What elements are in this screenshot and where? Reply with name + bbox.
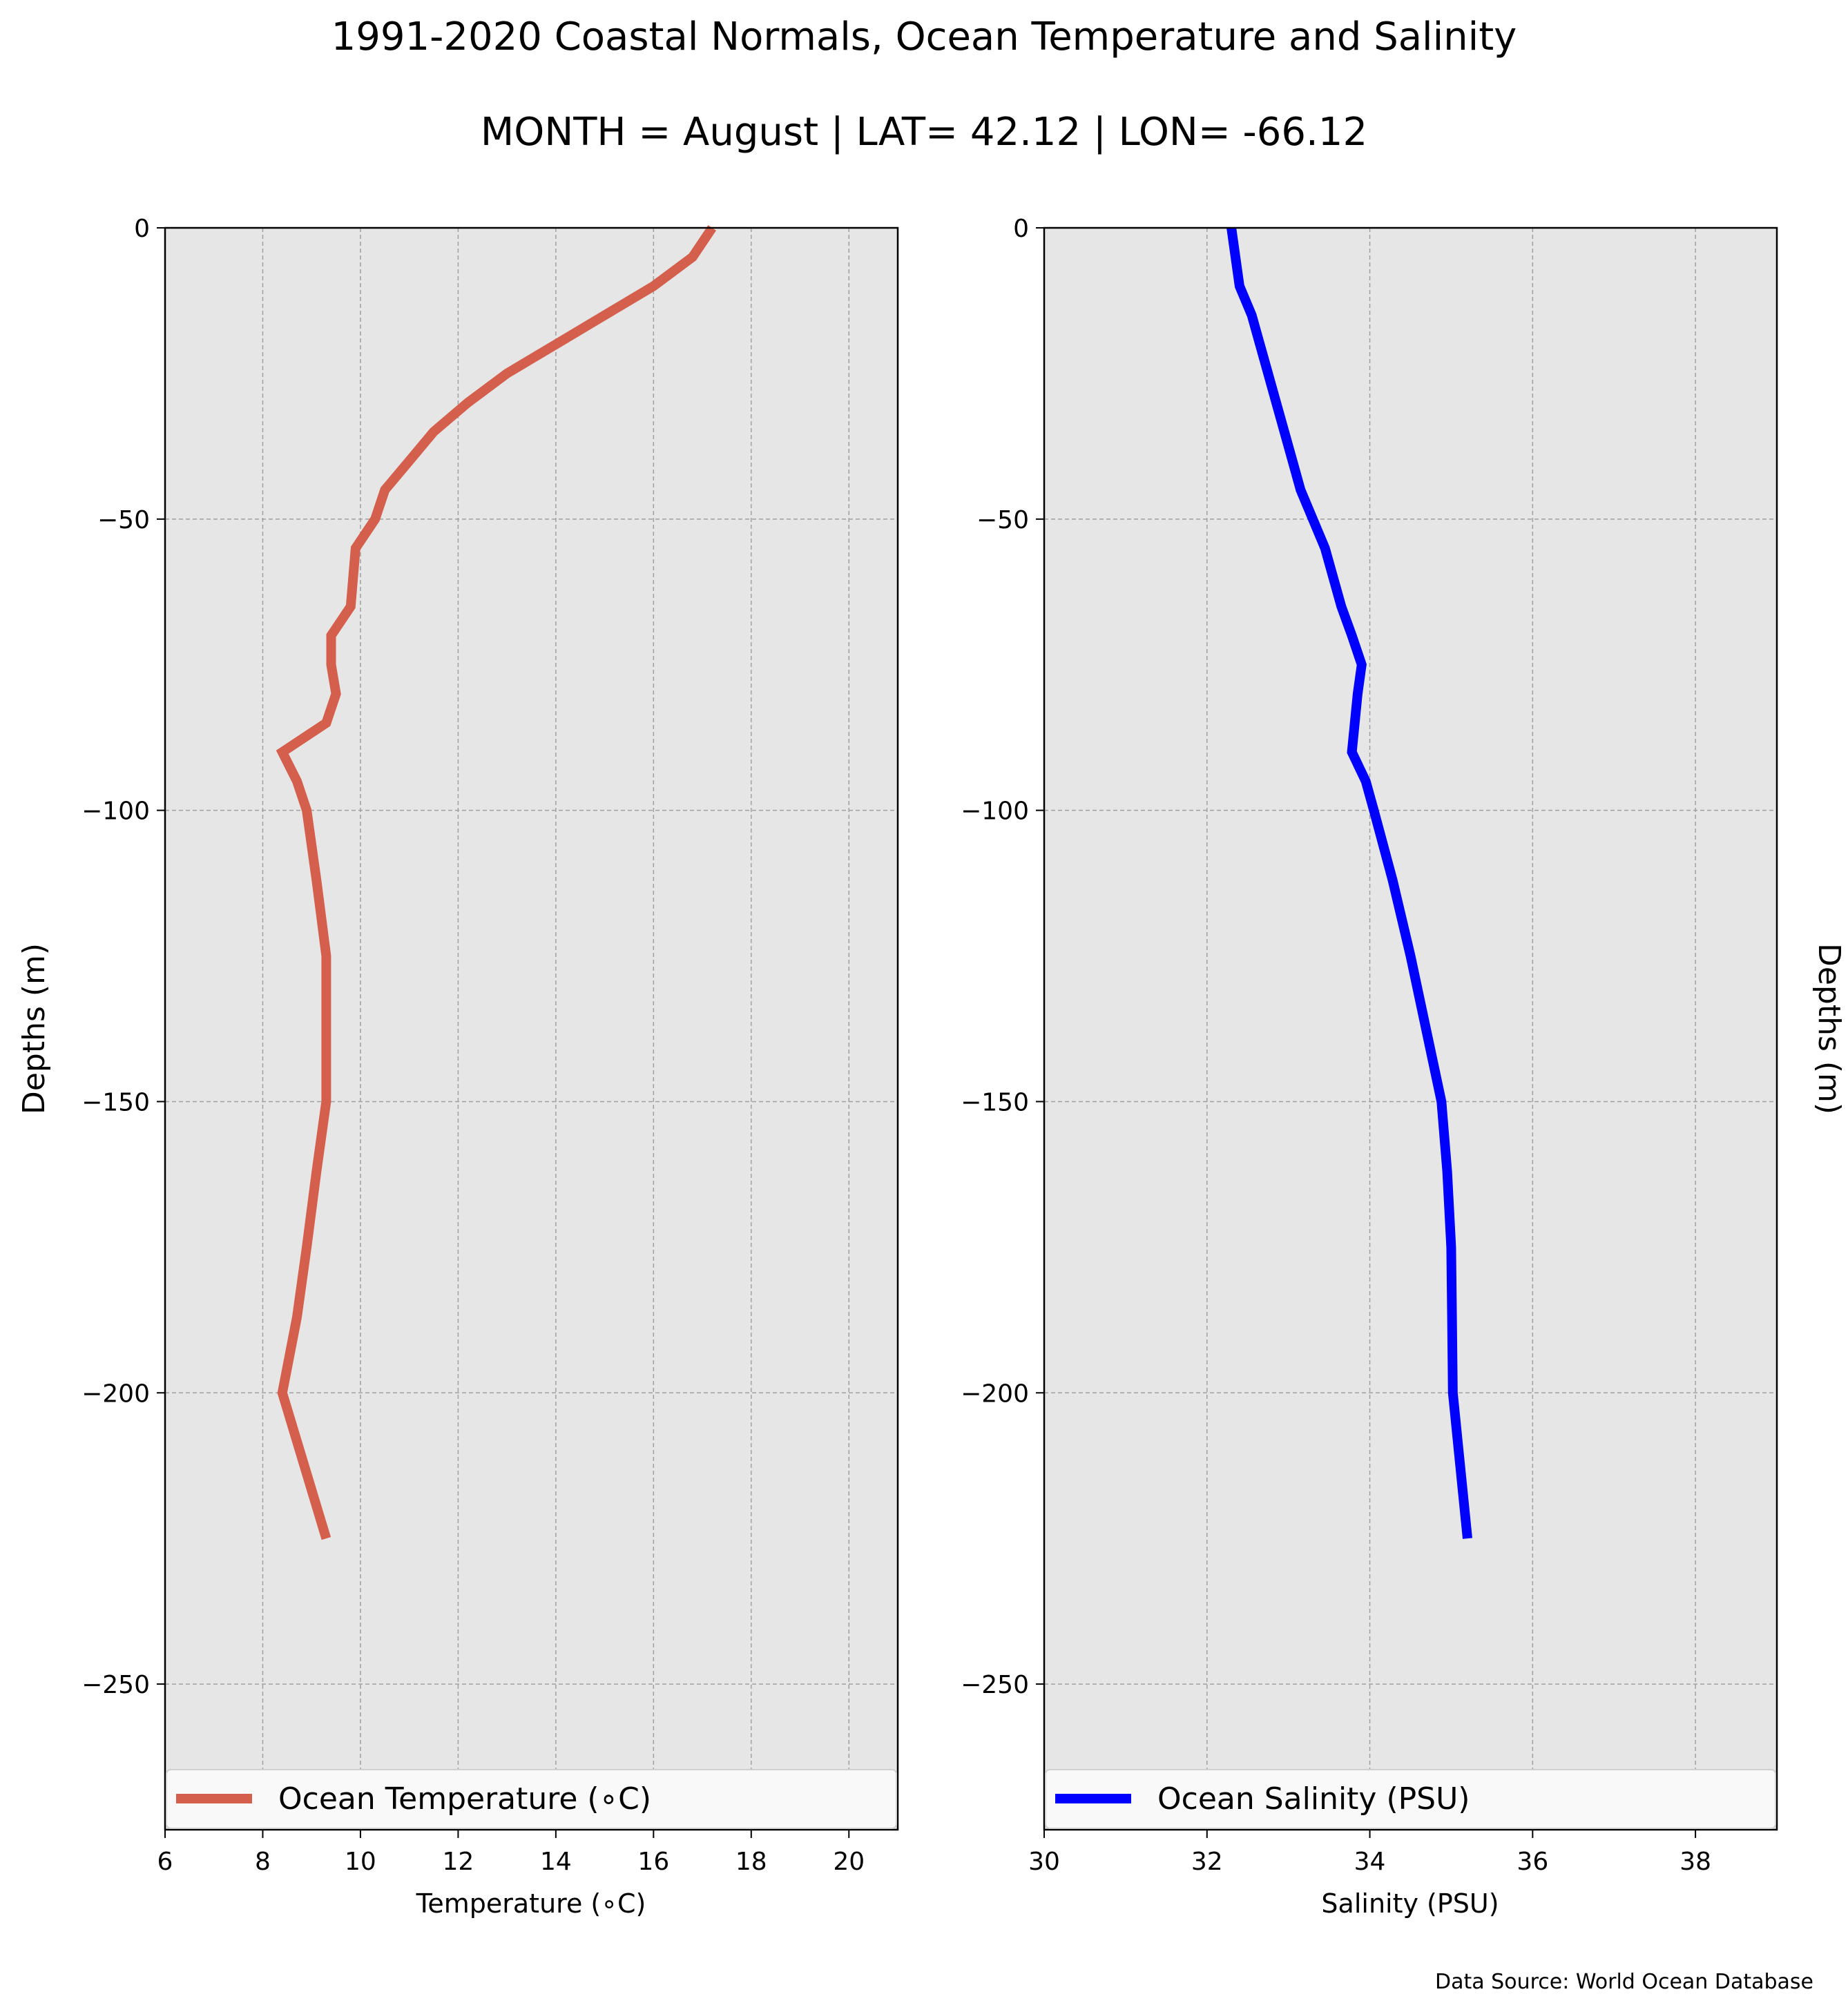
temperature-series	[276, 225, 717, 1540]
temperature-x-axis-label: Temperature (∘C)	[416, 1888, 646, 1919]
salinity-series	[1226, 227, 1472, 1539]
salinity-y-tick-label: −100	[961, 797, 1029, 826]
temperature-x-tick-label: 8	[255, 1848, 271, 1876]
temperature-x-tick-label: 16	[637, 1848, 669, 1876]
salinity-x-ticks: 30 32 34 36 38	[1028, 1830, 1711, 1876]
salinity-y-tick-label: −50	[976, 506, 1029, 534]
figure-subtitle: MONTH = August | LAT= 42.12 | LON= -66.1…	[481, 110, 1367, 155]
temperature-gridlines	[165, 228, 898, 1830]
salinity-x-axis-label: Salinity (PSU)	[1321, 1888, 1499, 1919]
salinity-x-tick-label: 30	[1028, 1848, 1060, 1876]
temperature-x-tick-label: 14	[540, 1848, 572, 1876]
salinity-x-tick-label: 32	[1191, 1848, 1223, 1876]
salinity-y-tick-label: −250	[961, 1671, 1029, 1699]
temperature-plot-frame	[164, 226, 899, 1831]
salinity-series-line	[1226, 227, 1472, 1539]
temperature-panel: 6 8 10 12 14 16 18 20 0 −50 −100 −150 −200 −250 Temp…	[17, 215, 899, 1919]
temperature-legend-label: Ocean Temperature (∘C)	[278, 1781, 651, 1817]
temperature-legend-box	[166, 1769, 897, 1829]
salinity-gridlines	[1044, 228, 1777, 1830]
temperature-y-tick-label: 0	[134, 215, 150, 243]
salinity-y-ticks: 0 −50 −100 −150 −200 −250	[961, 215, 1044, 1699]
temperature-x-tick-label: 20	[833, 1848, 865, 1876]
salinity-y-tick-label: −150	[961, 1088, 1029, 1116]
temperature-y-tick-label: −250	[81, 1671, 150, 1699]
temperature-legend: Ocean Temperature (∘C)	[166, 1769, 897, 1829]
salinity-legend-label: Ocean Salinity (PSU)	[1157, 1781, 1470, 1817]
salinity-plot-background	[1044, 228, 1777, 1830]
salinity-plot-frame	[1043, 226, 1778, 1831]
temperature-y-tick-label: −50	[97, 506, 150, 534]
temperature-plot-background	[165, 228, 898, 1830]
salinity-legend-box	[1045, 1769, 1776, 1829]
temperature-x-tick-label: 10	[345, 1848, 376, 1876]
salinity-x-tick-label: 34	[1354, 1848, 1386, 1876]
temperature-series-line	[276, 225, 717, 1540]
temperature-y-ticks: 0 −50 −100 −150 −200 −250	[81, 215, 165, 1699]
salinity-x-tick-label: 36	[1517, 1848, 1548, 1876]
temperature-x-tick-label: 18	[735, 1848, 767, 1876]
salinity-y-tick-label: −200	[961, 1380, 1029, 1408]
salinity-panel: 30 32 34 36 38 0 −50 −100 −150 −200 −250 Salinity…	[961, 215, 1847, 1919]
temperature-y-axis-label: Depths (m)	[17, 943, 52, 1114]
data-source-note: Data Source: World Ocean Database	[1435, 1970, 1813, 1994]
temperature-y-tick-label: −150	[81, 1088, 150, 1116]
salinity-y-tick-label: 0	[1013, 215, 1029, 243]
temperature-x-tick-label: 6	[157, 1848, 173, 1876]
temperature-y-tick-label: −200	[81, 1380, 150, 1408]
salinity-x-tick-label: 38	[1679, 1848, 1711, 1876]
temperature-y-tick-label: −100	[81, 797, 150, 826]
temperature-x-tick-label: 12	[442, 1848, 474, 1876]
figure-title: 1991-2020 Coastal Normals, Ocean Tempera…	[331, 14, 1517, 59]
salinity-legend: Ocean Salinity (PSU)	[1045, 1769, 1776, 1829]
salinity-y-axis-label: Depths (m)	[1811, 943, 1847, 1114]
temperature-x-ticks: 6 8 10 12 14 16 18 20	[157, 1830, 865, 1876]
